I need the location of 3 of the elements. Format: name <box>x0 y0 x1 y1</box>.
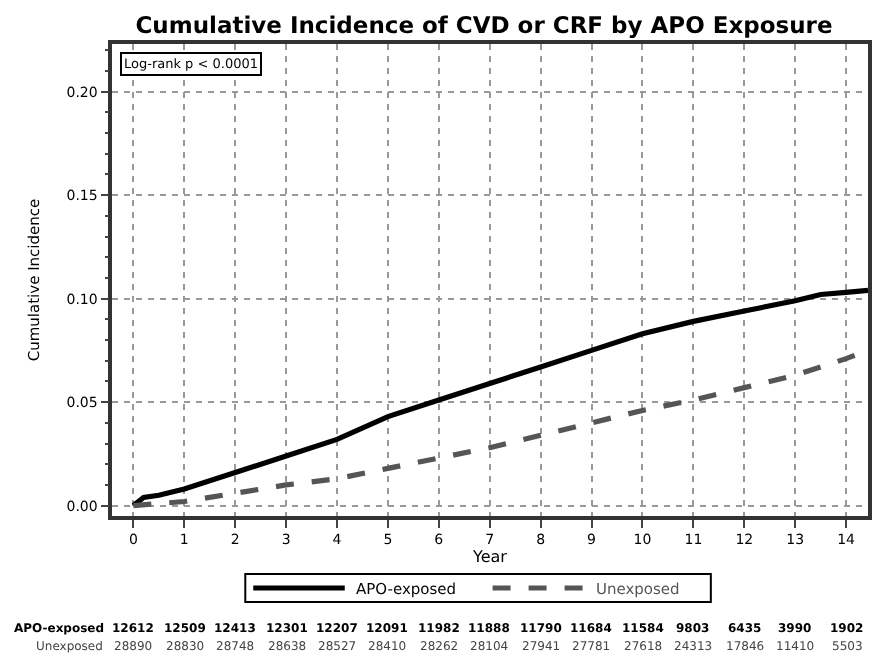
x-axis-title: Year <box>471 548 509 567</box>
line-series <box>130 287 868 509</box>
chart-title: Cumulative Incidence of CVD or CRF by APO Exposure <box>135 10 833 39</box>
